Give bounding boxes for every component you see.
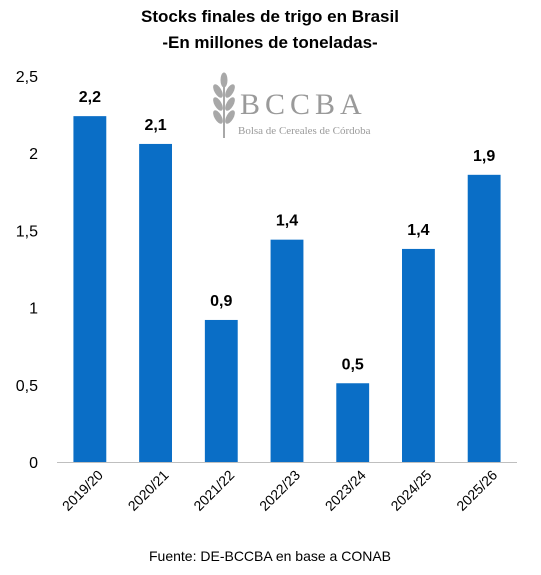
bar (73, 116, 107, 463)
data-label: 1,4 (276, 213, 298, 230)
bar (204, 319, 238, 462)
bar (402, 248, 435, 462)
x-tick-label: 2022/23 (256, 467, 303, 514)
data-label: 1,9 (473, 148, 495, 165)
y-tick-label: 1 (29, 301, 38, 318)
x-tick-label: 2019/20 (59, 467, 106, 514)
logo-tagline: Bolsa de Cereales de Córdoba (238, 125, 371, 137)
x-tick-label: 2025/26 (453, 467, 500, 514)
chart-subtitle: -En millones de toneladas- (162, 33, 377, 52)
y-axis: 0 0,5 1 1,5 2 2,5 (16, 69, 38, 472)
x-tick-label: 2020/21 (125, 467, 172, 514)
bar (336, 383, 370, 462)
bar (139, 143, 172, 462)
y-tick-label: 2,5 (16, 69, 38, 86)
source-note: Fuente: DE-BCCBA en base a CONAB (149, 548, 391, 564)
wheat-icon (213, 72, 235, 138)
data-label: 0,9 (210, 293, 232, 310)
y-tick-label: 0,5 (16, 378, 38, 395)
x-tick-label: 2024/25 (387, 467, 434, 514)
y-tick-label: 1,5 (16, 223, 38, 240)
bar (270, 239, 304, 462)
data-label: 1,4 (407, 222, 429, 239)
y-tick-label: 2 (29, 146, 38, 163)
chart-title: Stocks finales de trigo en Brasil (141, 7, 399, 26)
x-tick-label: 2021/22 (190, 467, 237, 514)
data-labels: 2,2 2,1 0,9 1,4 0,5 1,4 1,9 (79, 89, 496, 373)
data-label: 0,5 (342, 356, 364, 373)
x-axis: 2019/20 2020/21 2021/22 2022/23 2023/24 2024/… (59, 467, 501, 514)
logo: BCCBA Bolsa de Cereales de Córdoba (213, 72, 371, 138)
bar (467, 174, 501, 463)
data-label: 2,1 (144, 117, 166, 134)
data-label: 2,2 (79, 89, 101, 106)
bars (73, 116, 501, 463)
y-tick-label: 0 (29, 455, 38, 472)
logo-name: BCCBA (240, 88, 367, 121)
x-tick-label: 2023/24 (322, 467, 369, 514)
